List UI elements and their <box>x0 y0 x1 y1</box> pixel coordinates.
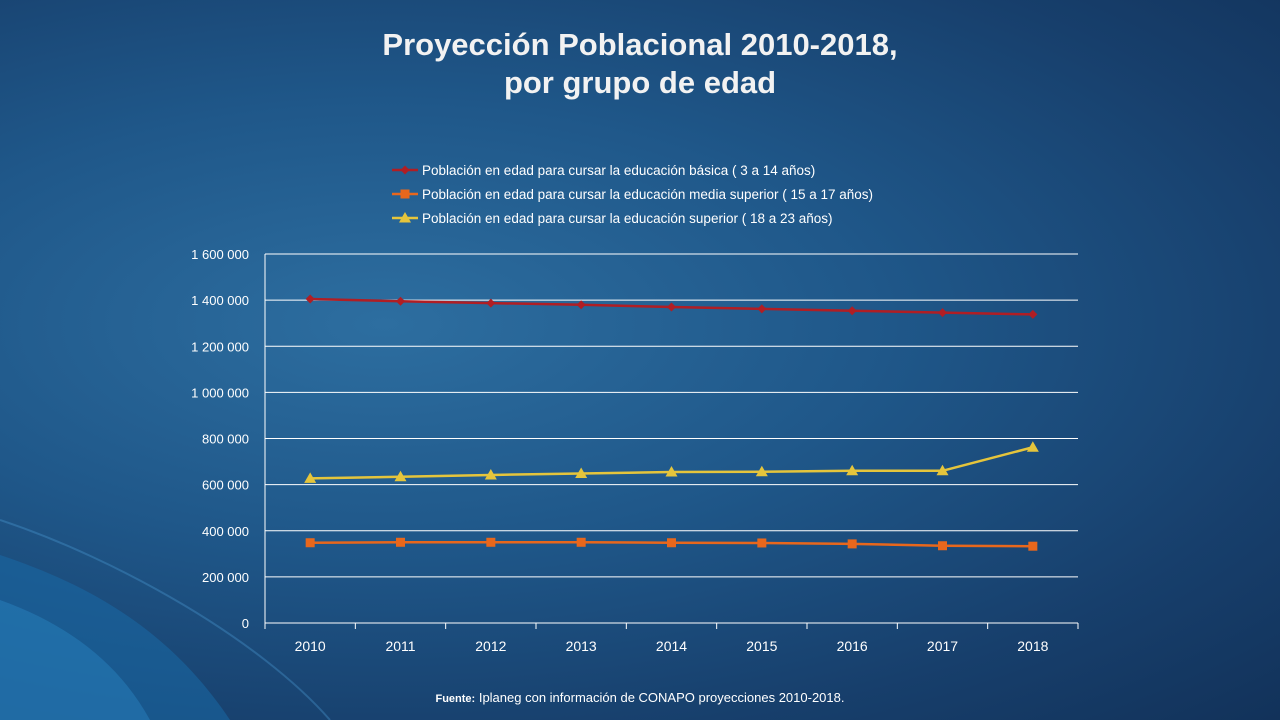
data-point <box>1028 541 1038 551</box>
legend-marker <box>400 189 410 199</box>
data-point <box>394 470 407 482</box>
legend-entry: Población en edad para cursar la educaci… <box>422 211 833 226</box>
data-point <box>304 472 317 483</box>
title-line-1: Proyección Poblacional 2010-2018, <box>382 27 898 62</box>
data-point <box>576 300 586 310</box>
data-point <box>1026 441 1039 452</box>
x-tick-label: 2015 <box>746 638 777 654</box>
source-text: Iplaneg con información de CONAPO proyec… <box>475 690 845 705</box>
x-tick-label: 2011 <box>385 638 415 654</box>
data-point <box>667 302 676 312</box>
data-point <box>846 464 859 476</box>
legend-entry: Población en edad para cursar la educaci… <box>422 187 873 202</box>
x-tick-label: 2018 <box>1017 638 1048 654</box>
x-tick-label: 2013 <box>566 638 597 654</box>
y-tick-label: 800 000 <box>202 432 249 447</box>
data-point <box>847 539 857 549</box>
x-tick-label: 2016 <box>837 638 868 654</box>
data-point <box>755 465 768 477</box>
y-tick-label: 400 000 <box>202 524 249 539</box>
data-point <box>938 541 947 551</box>
y-tick-label: 1 200 000 <box>191 339 249 354</box>
x-tick-label: 2014 <box>656 638 687 654</box>
data-point <box>486 298 496 308</box>
data-point <box>576 537 586 547</box>
data-point <box>396 296 405 306</box>
legend-marker <box>400 165 410 175</box>
data-point <box>936 464 949 476</box>
data-point <box>1028 309 1038 319</box>
data-point <box>484 468 497 480</box>
y-tick-label: 200 000 <box>202 570 249 585</box>
data-point <box>305 538 315 548</box>
title-line-2: por grupo de edad <box>503 65 777 100</box>
x-tick-label: 2012 <box>475 638 506 654</box>
source-note: Fuente: Iplaneg con información de CONAP… <box>0 690 1280 705</box>
legend-marker <box>399 212 411 223</box>
data-point <box>575 467 588 479</box>
data-point <box>847 306 857 316</box>
y-tick-label: 600 000 <box>202 478 249 493</box>
data-point <box>486 537 496 547</box>
data-point <box>665 465 678 477</box>
slide-title: Proyección Poblacional 2010-2018, por gr… <box>0 26 1280 102</box>
line-chart: 0 200 000 400 000 600 000 800 000 1 000 000 1 … <box>191 163 1048 654</box>
source-label: Fuente: <box>435 693 476 705</box>
data-point <box>938 308 947 318</box>
data-point <box>305 294 315 304</box>
data-point <box>396 537 405 547</box>
y-tick-label: 0 <box>242 616 249 631</box>
data-point <box>667 538 676 548</box>
data-point <box>757 538 767 548</box>
y-tick-label: 1 000 000 <box>191 385 249 400</box>
legend-entry: Población en edad para cursar la educaci… <box>422 163 815 178</box>
y-tick-label: 1 600 000 <box>191 247 249 262</box>
x-tick-label: 2010 <box>295 638 326 654</box>
x-tick-label: 2017 <box>927 638 958 654</box>
data-point <box>757 304 767 314</box>
y-tick-label: 1 400 000 <box>191 293 249 308</box>
